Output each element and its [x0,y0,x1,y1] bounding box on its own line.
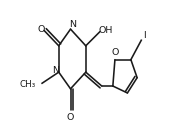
Text: O: O [111,48,119,56]
Text: I: I [143,31,146,40]
Text: N: N [69,20,76,29]
Text: N: N [52,66,59,75]
Text: O: O [37,25,44,34]
Text: CH₃: CH₃ [20,80,36,89]
Text: O: O [67,113,74,122]
Text: OH: OH [99,26,113,35]
